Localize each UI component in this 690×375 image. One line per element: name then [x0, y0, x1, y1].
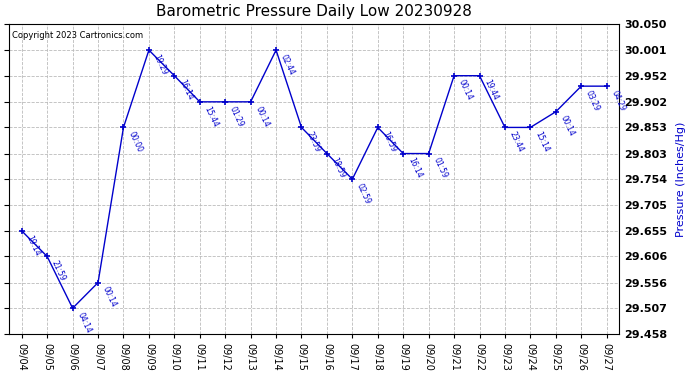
Y-axis label: Pressure (Inches/Hg): Pressure (Inches/Hg) — [676, 122, 686, 237]
Text: 00:14: 00:14 — [101, 285, 118, 309]
Text: 01:59: 01:59 — [431, 156, 448, 180]
Text: 02:44: 02:44 — [279, 53, 296, 76]
Text: 04:14: 04:14 — [75, 311, 92, 334]
Text: 18:59: 18:59 — [330, 156, 347, 180]
Text: 00:00: 00:00 — [126, 130, 144, 154]
Text: 00:14: 00:14 — [253, 105, 270, 128]
Text: 04:29: 04:29 — [609, 89, 627, 112]
Text: 21:59: 21:59 — [50, 259, 68, 283]
Text: 00:14: 00:14 — [559, 114, 576, 138]
Text: 03:29: 03:29 — [584, 89, 602, 112]
Text: 19:29: 19:29 — [152, 53, 169, 76]
Text: 23:44: 23:44 — [508, 130, 525, 154]
Text: 16:59: 16:59 — [381, 130, 398, 154]
Text: Copyright 2023 Cartronics.com: Copyright 2023 Cartronics.com — [12, 31, 144, 40]
Text: 15:44: 15:44 — [203, 105, 220, 128]
Text: 15:14: 15:14 — [533, 130, 551, 154]
Text: 19:44: 19:44 — [482, 78, 500, 102]
Title: Barometric Pressure Daily Low 20230928: Barometric Pressure Daily Low 20230928 — [156, 4, 472, 19]
Text: 19:14: 19:14 — [25, 234, 42, 257]
Text: 02:59: 02:59 — [355, 182, 373, 206]
Text: 16:14: 16:14 — [406, 156, 424, 180]
Text: 01:29: 01:29 — [228, 105, 246, 128]
Text: 16:14: 16:14 — [177, 78, 195, 102]
Text: 00:14: 00:14 — [457, 78, 474, 102]
Text: 23:59: 23:59 — [304, 130, 322, 154]
